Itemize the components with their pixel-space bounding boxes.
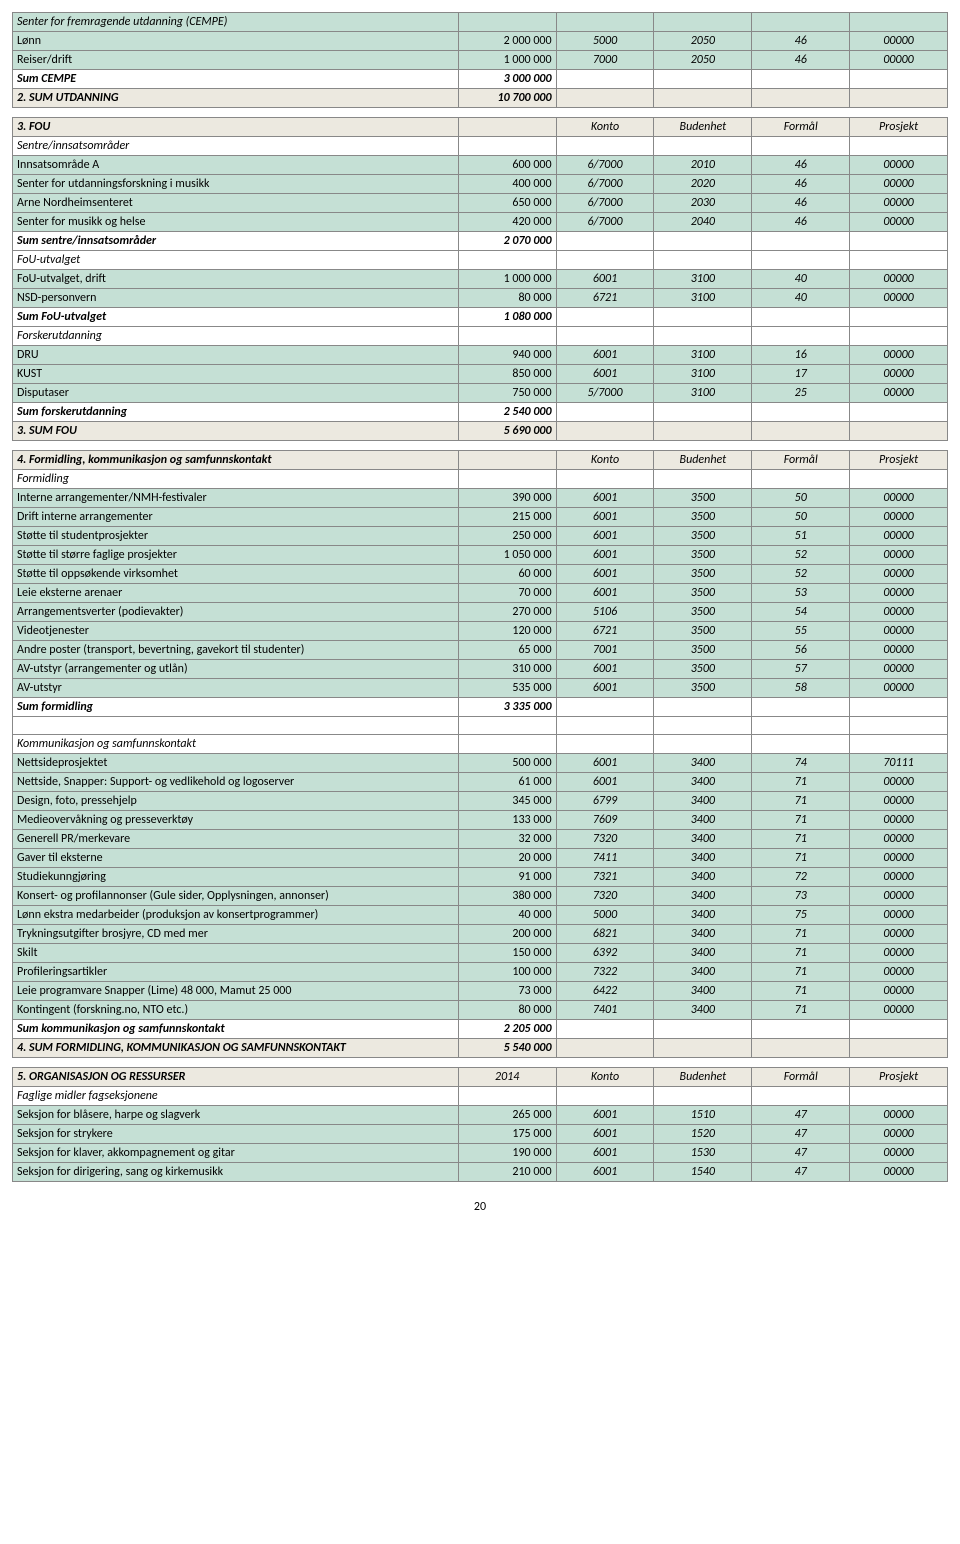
table-row: Seksjon for strykere175 0006001152047000… — [13, 1125, 948, 1144]
table-row: Studiekunngjøring91 000732134007200000 — [13, 868, 948, 887]
table-row: DRU940 000600131001600000 — [13, 346, 948, 365]
budget-table: Senter for fremragende utdanning (CEMPE)… — [12, 12, 948, 1182]
table-row: Arrangementsverter (podievakter)270 0005… — [13, 603, 948, 622]
table-row: 3. FOUKontoBudenhetFormålProsjekt — [13, 118, 948, 137]
table-row: Leie eksterne arenaer70 0006001350053000… — [13, 584, 948, 603]
table-row: Skilt150 000639234007100000 — [13, 944, 948, 963]
table-row: 4. Formidling, kommunikasjon og samfunns… — [13, 451, 948, 470]
table-row: 2. SUM UTDANNING10 700 000 — [13, 89, 948, 108]
table-row: Trykningsutgifter brosjyre, CD med mer20… — [13, 925, 948, 944]
table-row: Seksjon for blåsere, harpe og slagverk26… — [13, 1106, 948, 1125]
table-row: Videotjenester120 000672135005500000 — [13, 622, 948, 641]
table-row: NSD-personvern80 000672131004000000 — [13, 289, 948, 308]
table-row: Generell PR/merkevare32 0007320340071000… — [13, 830, 948, 849]
table-row: Profileringsartikler100 0007322340071000… — [13, 963, 948, 982]
table-row: Kontingent (forskning.no, NTO etc.)80 00… — [13, 1001, 948, 1020]
table-row — [13, 717, 948, 735]
page-number: 20 — [12, 1200, 948, 1214]
table-row: Sentre/innsatsområder — [13, 137, 948, 156]
table-row: AV-utstyr535 000600135005800000 — [13, 679, 948, 698]
table-row: Sum formidling3 335 000 — [13, 698, 948, 717]
table-row: Leie programvare Snapper (Lime) 48 000, … — [13, 982, 948, 1001]
table-row — [13, 1058, 948, 1068]
table-row: FoU-utvalget, drift1 000 000600131004000… — [13, 270, 948, 289]
table-row: Sum kommunikasjon og samfunnskontakt2 20… — [13, 1020, 948, 1039]
table-row: 3. SUM FOU5 690 000 — [13, 422, 948, 441]
table-row: Interne arrangementer/NMH-festivaler390 … — [13, 489, 948, 508]
table-row — [13, 441, 948, 451]
table-row: Seksjon for dirigering, sang og kirkemus… — [13, 1163, 948, 1182]
table-row: Gaver til eksterne20 000741134007100000 — [13, 849, 948, 868]
table-row: Andre poster (transport, bevertning, gav… — [13, 641, 948, 660]
table-row: Sum forskerutdanning2 540 000 — [13, 403, 948, 422]
table-row: KUST850 000600131001700000 — [13, 365, 948, 384]
table-row: Støtte til studentprosjekter250 00060013… — [13, 527, 948, 546]
table-row: FoU-utvalget — [13, 251, 948, 270]
table-row: 5. ORGANISASJON OG RESSURSER2014KontoBud… — [13, 1068, 948, 1087]
table-row: Konsert- og profilannonser (Gule sider, … — [13, 887, 948, 906]
table-row: Disputaser750 0005/700031002500000 — [13, 384, 948, 403]
table-row: Lønn ekstra medarbeider (produksjon av k… — [13, 906, 948, 925]
table-row: AV-utstyr (arrangementer og utlån)310 00… — [13, 660, 948, 679]
table-row: Støtte til oppsøkende virksomhet60 00060… — [13, 565, 948, 584]
table-row: Sum CEMPE3 000 000 — [13, 70, 948, 89]
table-row: Senter for fremragende utdanning (CEMPE) — [13, 13, 948, 32]
table-row: Arne Nordheimsenteret650 0006/7000203046… — [13, 194, 948, 213]
table-row: Nettside, Snapper: Support- og vedlikeho… — [13, 773, 948, 792]
table-row: Faglige midler fagseksjonene — [13, 1087, 948, 1106]
table-row: Sum FoU-utvalget1 080 000 — [13, 308, 948, 327]
table-row: Drift interne arrangementer215 000600135… — [13, 508, 948, 527]
table-row: Senter for musikk og helse420 0006/70002… — [13, 213, 948, 232]
table-row: Innsatsområde A600 0006/700020104600000 — [13, 156, 948, 175]
table-row: Lønn2 000 000500020504600000 — [13, 32, 948, 51]
table-row: Nettsideprosjektet500 000600134007470111 — [13, 754, 948, 773]
table-row: Formidling — [13, 470, 948, 489]
table-row: Forskerutdanning — [13, 327, 948, 346]
table-row: Kommunikasjon og samfunnskontakt — [13, 735, 948, 754]
table-row: Design, foto, pressehjelp345 00067993400… — [13, 792, 948, 811]
table-row: Senter for utdanningsforskning i musikk4… — [13, 175, 948, 194]
table-row: Seksjon for klaver, akkompagnement og gi… — [13, 1144, 948, 1163]
table-row — [13, 108, 948, 118]
table-row: Sum sentre/innsatsområder2 070 000 — [13, 232, 948, 251]
table-row: Reiser/drift1 000 000700020504600000 — [13, 51, 948, 70]
table-row: 4. SUM FORMIDLING, KOMMUNIKASJON OG SAMF… — [13, 1039, 948, 1058]
table-row: Støtte til større faglige prosjekter1 05… — [13, 546, 948, 565]
table-row: Medieovervåkning og presseverktøy133 000… — [13, 811, 948, 830]
